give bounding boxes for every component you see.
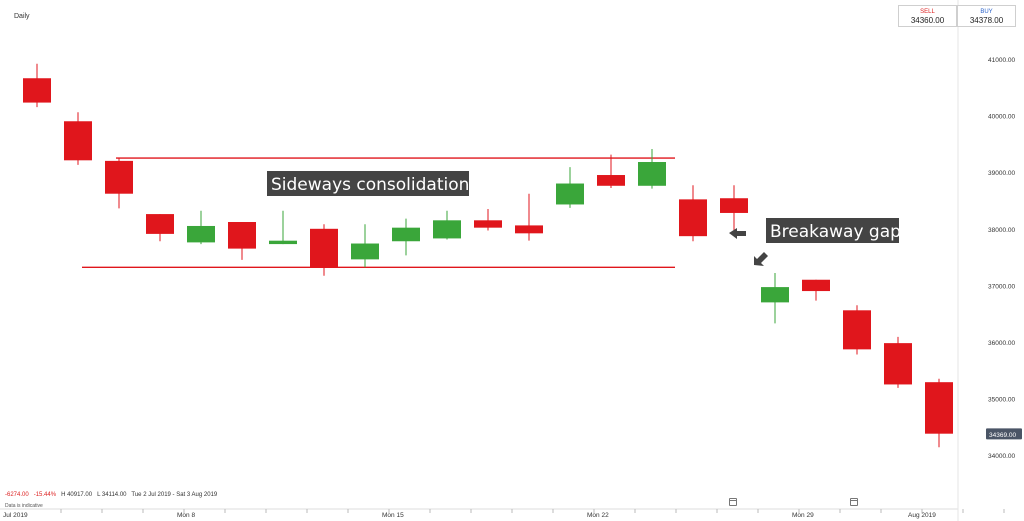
sell-label: SELL (920, 9, 935, 15)
current-price-tag (986, 428, 1022, 440)
y-tick-label: 38000.00 (988, 227, 1015, 234)
annotation-label-box (766, 218, 899, 243)
current-price-label: 34369.00 (989, 432, 1016, 439)
price-change-percent: -15.44% (33, 492, 57, 498)
candle-down (23, 78, 51, 103)
candle-down (884, 343, 912, 385)
price-summary: -6274.00 -15.44% H 40917.00 L 34114.00 T… (5, 492, 217, 498)
x-tick-label: Aug 2019 (908, 512, 936, 519)
y-tick-label: 34000.00 (988, 453, 1015, 460)
x-tick-label: Mon 22 (587, 512, 609, 519)
candle-down (105, 160, 133, 194)
x-tick-label: Mon 29 (792, 512, 814, 519)
sell-button[interactable]: SELL 34360.00 (898, 5, 957, 27)
high-value: H 40917.00 (61, 492, 93, 498)
y-tick-label: 37000.00 (988, 283, 1015, 290)
y-tick-label: 40000.00 (988, 114, 1015, 121)
candle-up (761, 287, 789, 303)
candle-down (515, 225, 543, 234)
low-value: L 34114.00 (97, 492, 127, 498)
y-tick-label: 35000.00 (988, 397, 1015, 404)
candle-down (925, 382, 953, 434)
buy-button[interactable]: BUY 34378.00 (957, 5, 1016, 27)
y-tick-label: 39000.00 (988, 170, 1015, 177)
chart-period-label[interactable]: Daily (14, 13, 30, 20)
buy-price: 34378.00 (969, 16, 1004, 25)
date-range: Tue 2 Jul 2019 - Sat 3 Aug 2019 (131, 492, 218, 498)
sell-price: 34360.00 (910, 16, 945, 25)
candle-down (597, 175, 625, 186)
candle-down (64, 121, 92, 161)
arrow-icon (729, 228, 746, 239)
candle-up (269, 240, 297, 245)
candle-up (392, 227, 420, 242)
candle-down (720, 198, 748, 213)
candle-up (433, 220, 461, 239)
annotation-breakaway-gap: Breakaway gap (770, 222, 901, 242)
arrow-icon (754, 252, 768, 266)
x-tick-label: Mon 15 (382, 512, 404, 519)
buy-label: BUY (980, 9, 993, 15)
candle-down (146, 214, 174, 234)
calendar-icon[interactable] (729, 498, 737, 506)
price-change: -6274.00 (5, 492, 29, 498)
data-note: Data is indicative (5, 503, 43, 509)
candle-up (187, 225, 215, 243)
candle-down (843, 310, 871, 350)
y-tick-label: 41000.00 (988, 57, 1015, 64)
annotation-label-box (267, 171, 469, 196)
x-tick-label: Mon 8 (177, 512, 195, 519)
candle-up (556, 183, 584, 205)
candle-up (638, 162, 666, 186)
candle-down (474, 220, 502, 228)
calendar-icon[interactable] (850, 498, 858, 506)
annotation-sideways-consolidation: Sideways consolidation (271, 175, 469, 195)
candle-down (802, 279, 830, 292)
candle-down (310, 228, 338, 268)
candle-down (228, 222, 256, 249)
candle-up (351, 243, 379, 260)
y-tick-label: 36000.00 (988, 340, 1015, 347)
candle-down (679, 199, 707, 237)
x-tick-label: Jul 2019 (3, 512, 28, 519)
